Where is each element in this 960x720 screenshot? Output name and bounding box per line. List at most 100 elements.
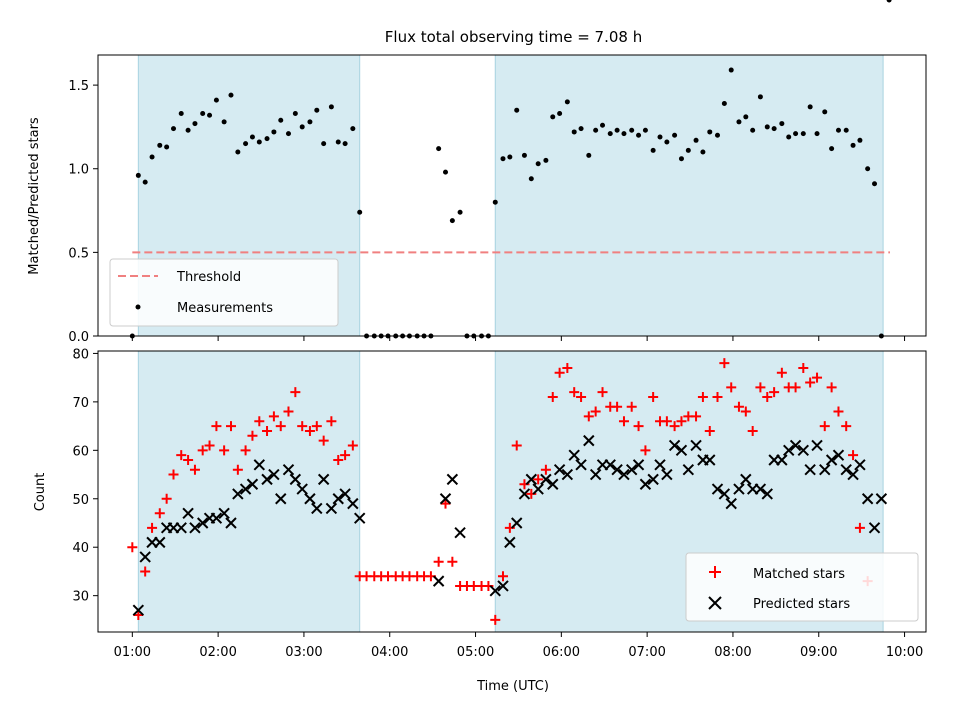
matched-star-point: [755, 382, 766, 393]
bottom-legend-box: [685, 552, 919, 622]
matched-star-point: [590, 406, 601, 417]
measurement-point: [207, 112, 213, 118]
predicted-star-point: [804, 463, 816, 476]
matched-star-point: [133, 610, 144, 621]
predicted-star-point: [654, 459, 666, 471]
matched-star-point: [648, 392, 659, 403]
matched-star-point: [819, 421, 830, 432]
predicted-star-point: [682, 463, 695, 476]
predicted-star-point: [268, 468, 280, 481]
matched-star-point: [798, 362, 809, 373]
predicted-star-point: [561, 468, 574, 481]
measurement-point: [235, 149, 241, 155]
measurement-point: [307, 119, 313, 125]
measurement-point: [171, 126, 177, 132]
predicted-star-point: [819, 463, 831, 476]
matched-star-point: [161, 493, 172, 504]
predicted-star-point: [339, 488, 351, 500]
legend-measurements-swatch: [135, 304, 141, 310]
matched-star-point: [640, 445, 651, 456]
measurement-point: [678, 156, 684, 162]
bottom-x-tick-label: 01:00: [114, 645, 151, 660]
measurement-point: [550, 114, 556, 120]
bottom-x-tick-label: 08:00: [714, 645, 751, 660]
matched-star-point: [433, 556, 444, 567]
top-axes-frame: [97, 54, 927, 337]
measurement-point: [629, 127, 635, 133]
measurement-point: [607, 131, 613, 137]
legend-predicted-label: Predicted stars: [753, 597, 850, 612]
bottom-y-tick-label: 40: [72, 541, 89, 556]
predicted-star-point: [547, 478, 559, 490]
measurement-point: [135, 172, 141, 178]
measurement-point: [299, 124, 305, 130]
predicted-star-point: [611, 463, 623, 476]
bottom-y-tick-label: 70: [72, 396, 89, 411]
matched-star-point: [841, 421, 852, 432]
bottom-y-axis-label: Count: [33, 473, 48, 512]
measurement-point: [750, 127, 756, 133]
measurement-point: [872, 181, 878, 187]
measurement-point: [786, 134, 792, 140]
top-y-tick-label: 0.5: [68, 246, 89, 261]
predicted-star-point: [675, 444, 688, 457]
measurement-point: [693, 137, 699, 143]
matched-star-point: [147, 522, 158, 533]
matched-star-point: [225, 421, 236, 432]
matched-star-point: [347, 440, 358, 451]
matched-star-point: [691, 411, 702, 422]
measurement-point: [192, 121, 198, 127]
predicted-star-point: [232, 488, 244, 500]
matched-star-point: [290, 387, 301, 398]
predicted-star-point: [347, 497, 359, 510]
predicted-star-point: [311, 502, 323, 515]
matched-star-point: [318, 435, 329, 446]
predicted-star-point: [589, 468, 602, 481]
bottom-x-tick-label: 03:00: [285, 645, 322, 660]
matched-star-point: [262, 425, 273, 436]
matched-star-point: [633, 421, 644, 432]
measurement-point: [600, 122, 606, 128]
predicted-star-point: [754, 483, 767, 495]
predicted-star-point: [789, 439, 802, 452]
measurement-point: [149, 154, 155, 160]
matched-star-point: [268, 411, 279, 422]
matched-star-point: [554, 367, 565, 378]
measurement-point: [700, 149, 706, 155]
measurement-point: [557, 111, 563, 117]
predicted-star-point: [454, 526, 466, 539]
predicted-star-point: [711, 483, 724, 495]
predicted-star-point: [761, 488, 773, 500]
bottom-legend: Matched stars Predicted stars: [685, 552, 919, 622]
measurement-point: [771, 126, 777, 132]
measurement-point: [714, 132, 720, 138]
predicted-star-point: [253, 459, 266, 471]
measurement-point: [736, 119, 742, 125]
top-y-ticks: 0.0 0.5 1.0 1.5: [68, 79, 98, 345]
measurement-point: [685, 147, 691, 153]
measurement-point: [621, 131, 627, 137]
measurement-point: [779, 121, 785, 127]
legend-measurements-label: Measurements: [177, 301, 273, 316]
predicted-star-point: [854, 459, 866, 471]
matched-star-point: [626, 401, 637, 412]
matched-star-point: [219, 445, 230, 456]
predicted-star-point: [189, 522, 201, 534]
predicted-star-point: [261, 473, 273, 486]
predicted-star-point: [690, 439, 702, 452]
measurement-point: [528, 176, 534, 182]
measurement-point: [335, 139, 341, 145]
predicted-star-point: [489, 585, 501, 597]
predicted-star-point: [518, 488, 531, 500]
bottom-y-tick-label: 30: [72, 590, 89, 605]
predicted-star-point: [304, 493, 316, 505]
measurement-point: [443, 169, 449, 175]
matched-star-point: [140, 566, 151, 577]
chart-title: Flux total observing time = 7.08 h: [385, 28, 642, 46]
measurement-point: [228, 92, 234, 98]
measurement-point: [578, 126, 584, 132]
measurement-point: [664, 139, 670, 145]
predicted-star-point: [497, 580, 509, 592]
matched-star-point: [154, 508, 165, 519]
top-panel: Flux total observing time = 7.08 h 0.00.…: [27, 0, 927, 345]
